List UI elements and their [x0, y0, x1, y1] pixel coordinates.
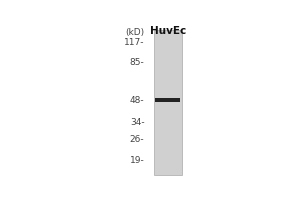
Text: 26-: 26- — [130, 135, 145, 144]
Bar — [154, 30, 182, 175]
Text: 34-: 34- — [130, 118, 145, 127]
Text: 19-: 19- — [130, 156, 145, 165]
Text: (kD): (kD) — [125, 28, 145, 37]
Bar — [155, 98, 181, 102]
Text: 48-: 48- — [130, 96, 145, 105]
Text: HuvEc: HuvEc — [150, 26, 186, 36]
Text: 117-: 117- — [124, 38, 145, 47]
Text: 85-: 85- — [130, 58, 145, 67]
